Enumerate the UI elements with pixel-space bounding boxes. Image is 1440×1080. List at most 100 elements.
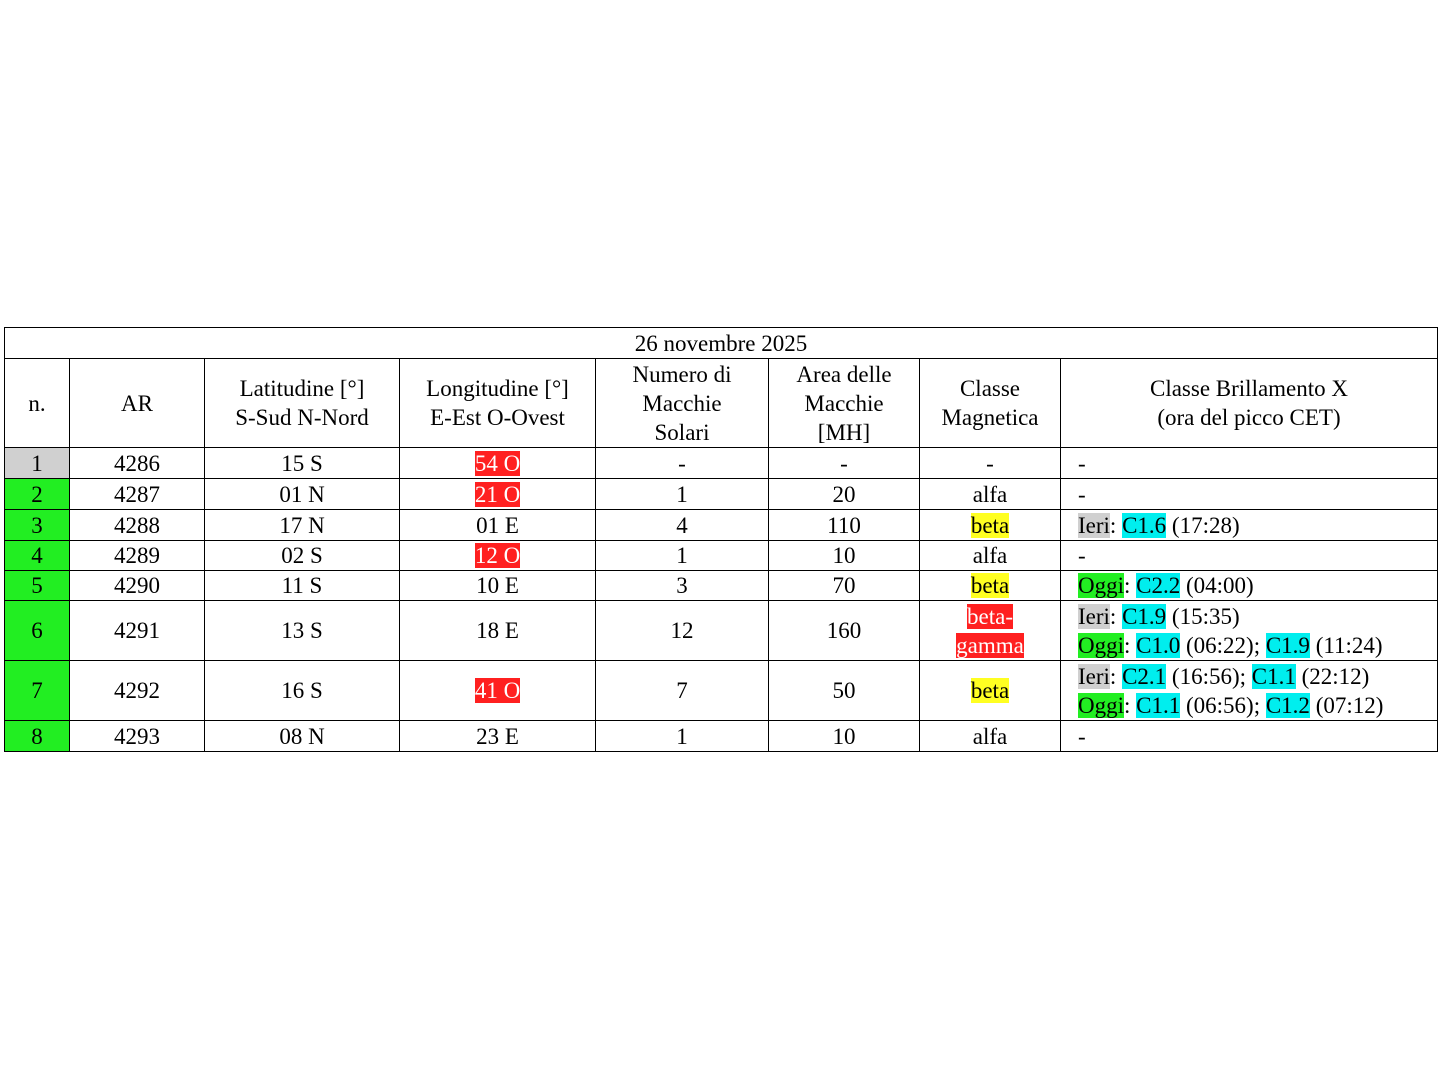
spot-area-cell: - <box>768 447 920 479</box>
ar-cell: 4291 <box>69 600 205 661</box>
longitude-cell: 21 O <box>399 478 596 510</box>
flare-line: - <box>1078 722 1437 751</box>
table-row: 5 4290 11 S 10 E 3 70 beta Oggi: C2.2 (04:00) <box>4 570 1438 601</box>
row-number: 5 <box>4 570 70 601</box>
flare-text: - <box>1078 723 1086 749</box>
spot-area-cell: 10 <box>768 540 920 571</box>
flare-cell: Ieri: C1.9 (15:35) Oggi: C1.0 (06:22); C1… <box>1060 600 1438 661</box>
header-spot-count: Numero di Macchie Solari <box>595 358 769 448</box>
day-label: Ieri <box>1078 603 1110 629</box>
latitude-cell: 16 S <box>204 660 400 721</box>
table-title: 26 novembre 2025 <box>4 327 1438 359</box>
magnetic-class-value: beta-gamma <box>956 603 1024 658</box>
day-label: Ieri <box>1078 663 1110 689</box>
longitude-value: 01 E <box>476 512 519 538</box>
latitude-cell: 17 N <box>204 509 400 541</box>
ar-cell: 4287 <box>69 478 205 510</box>
flare-text: : <box>1109 603 1123 629</box>
ar-cell: 4289 <box>69 540 205 571</box>
spot-area-cell: 160 <box>768 600 920 661</box>
magnetic-class-value: alfa <box>972 723 1008 749</box>
spot-area-cell: 10 <box>768 720 920 752</box>
flare-text: - <box>1078 450 1086 476</box>
longitude-cell: 23 E <box>399 720 596 752</box>
magnetic-class-value: beta <box>970 573 1010 598</box>
flare-cell: - <box>1060 447 1438 479</box>
table-row: 2 4287 01 N 21 O 1 20 alfa - <box>4 478 1438 510</box>
flare-line: - <box>1078 449 1437 478</box>
longitude-value: 12 O <box>474 543 521 568</box>
magnetic-class-value: alfa <box>972 481 1008 507</box>
flare-class: C2.1 <box>1122 663 1167 689</box>
table-row: 1 4286 15 S 54 O---- <box>4 447 1438 479</box>
spot-area-cell: 20 <box>768 478 920 510</box>
flare-class: C1.1 <box>1251 663 1296 689</box>
flare-cell: - <box>1060 540 1438 571</box>
day-label: Oggi <box>1078 632 1124 658</box>
flare-cell: - <box>1060 478 1438 510</box>
magnetic-class-cell: alfa <box>919 478 1061 510</box>
day-label: Ieri <box>1078 512 1110 538</box>
table-row: 7 4292 16 S 41 O 7 50 beta Ieri: C2.1 (16:56); … <box>4 660 1438 721</box>
flare-class: C1.9 <box>1265 632 1310 658</box>
header-magnetic-class: Classe Magnetica <box>919 358 1061 448</box>
longitude-value: 23 E <box>476 723 519 749</box>
table-row: 3 4288 17 N 01 E 4 110 beta Ieri: C1.6 (17:28) <box>4 509 1438 541</box>
magnetic-class-cell: beta <box>919 660 1061 721</box>
spot-count-cell: - <box>595 447 769 479</box>
longitude-cell: 01 E <box>399 509 596 541</box>
flare-text: (22:12) <box>1295 663 1370 689</box>
table-row: 8 4293 08 N 23 E 1 10 alfa - <box>4 720 1438 752</box>
flare-class: C1.6 <box>1122 512 1167 538</box>
row-number: 7 <box>4 660 70 721</box>
longitude-value: 41 O <box>474 678 521 703</box>
flare-class: C1.1 <box>1136 692 1181 718</box>
flare-text: (17:28) <box>1166 512 1240 538</box>
flare-class: C2.2 <box>1136 573 1181 598</box>
row-number: 2 <box>4 478 70 510</box>
flare-text: (06:56); <box>1180 692 1266 718</box>
flare-line: - <box>1078 541 1437 570</box>
magnetic-class-value: beta <box>970 678 1010 703</box>
longitude-cell: 41 O <box>399 660 596 721</box>
header-spot-area: Area delle Macchie [MH] <box>768 358 920 448</box>
latitude-cell: 01 N <box>204 478 400 510</box>
flare-cell: Ieri: C1.6 (17:28) <box>1060 509 1438 541</box>
ar-cell: 4286 <box>69 447 205 479</box>
spot-count-cell: 1 <box>595 720 769 752</box>
row-number: 1 <box>4 447 70 479</box>
flare-class: C1.9 <box>1122 603 1167 629</box>
row-number: 4 <box>4 540 70 571</box>
latitude-cell: 13 S <box>204 600 400 661</box>
table-row: 4 4289 02 S 12 O 1 10 alfa - <box>4 540 1438 571</box>
flare-text: : <box>1124 632 1137 658</box>
flare-text: - <box>1078 543 1086 568</box>
spot-count-cell: 3 <box>595 570 769 601</box>
longitude-value: 54 O <box>474 450 521 476</box>
magnetic-class-value: beta <box>970 512 1010 538</box>
flare-text: : <box>1124 573 1137 598</box>
spot-count-cell: 4 <box>595 509 769 541</box>
spot-count-cell: 1 <box>595 540 769 571</box>
flare-text: (15:35) <box>1166 603 1240 629</box>
flare-text: (16:56); <box>1166 663 1252 689</box>
magnetic-class-value: alfa <box>972 543 1008 568</box>
magnetic-class-value: - <box>986 450 994 476</box>
longitude-value: 18 E <box>476 618 519 643</box>
latitude-cell: 08 N <box>204 720 400 752</box>
longitude-cell: 54 O <box>399 447 596 479</box>
longitude-value: 10 E <box>476 573 519 598</box>
spot-area-cell: 50 <box>768 660 920 721</box>
flare-text: : <box>1109 512 1123 538</box>
row-number: 8 <box>4 720 70 752</box>
flare-text: (04:00) <box>1180 573 1254 598</box>
spot-area-cell: 70 <box>768 570 920 601</box>
spot-area-cell: 110 <box>768 509 920 541</box>
flare-line: Ieri: C1.6 (17:28) <box>1078 511 1437 540</box>
flare-line: Ieri: C1.9 (15:35) <box>1078 602 1437 631</box>
flare-line: Ieri: C2.1 (16:56); C1.1 (22:12) <box>1078 662 1437 691</box>
ar-cell: 4293 <box>69 720 205 752</box>
flare-text: (07:12) <box>1309 692 1384 718</box>
active-regions-table: 26 novembre 2025 n. AR Latitudine [°] S-Sud… <box>4 327 1438 752</box>
flare-cell: Ieri: C2.1 (16:56); C1.1 (22:12) Oggi: C1… <box>1060 660 1438 721</box>
